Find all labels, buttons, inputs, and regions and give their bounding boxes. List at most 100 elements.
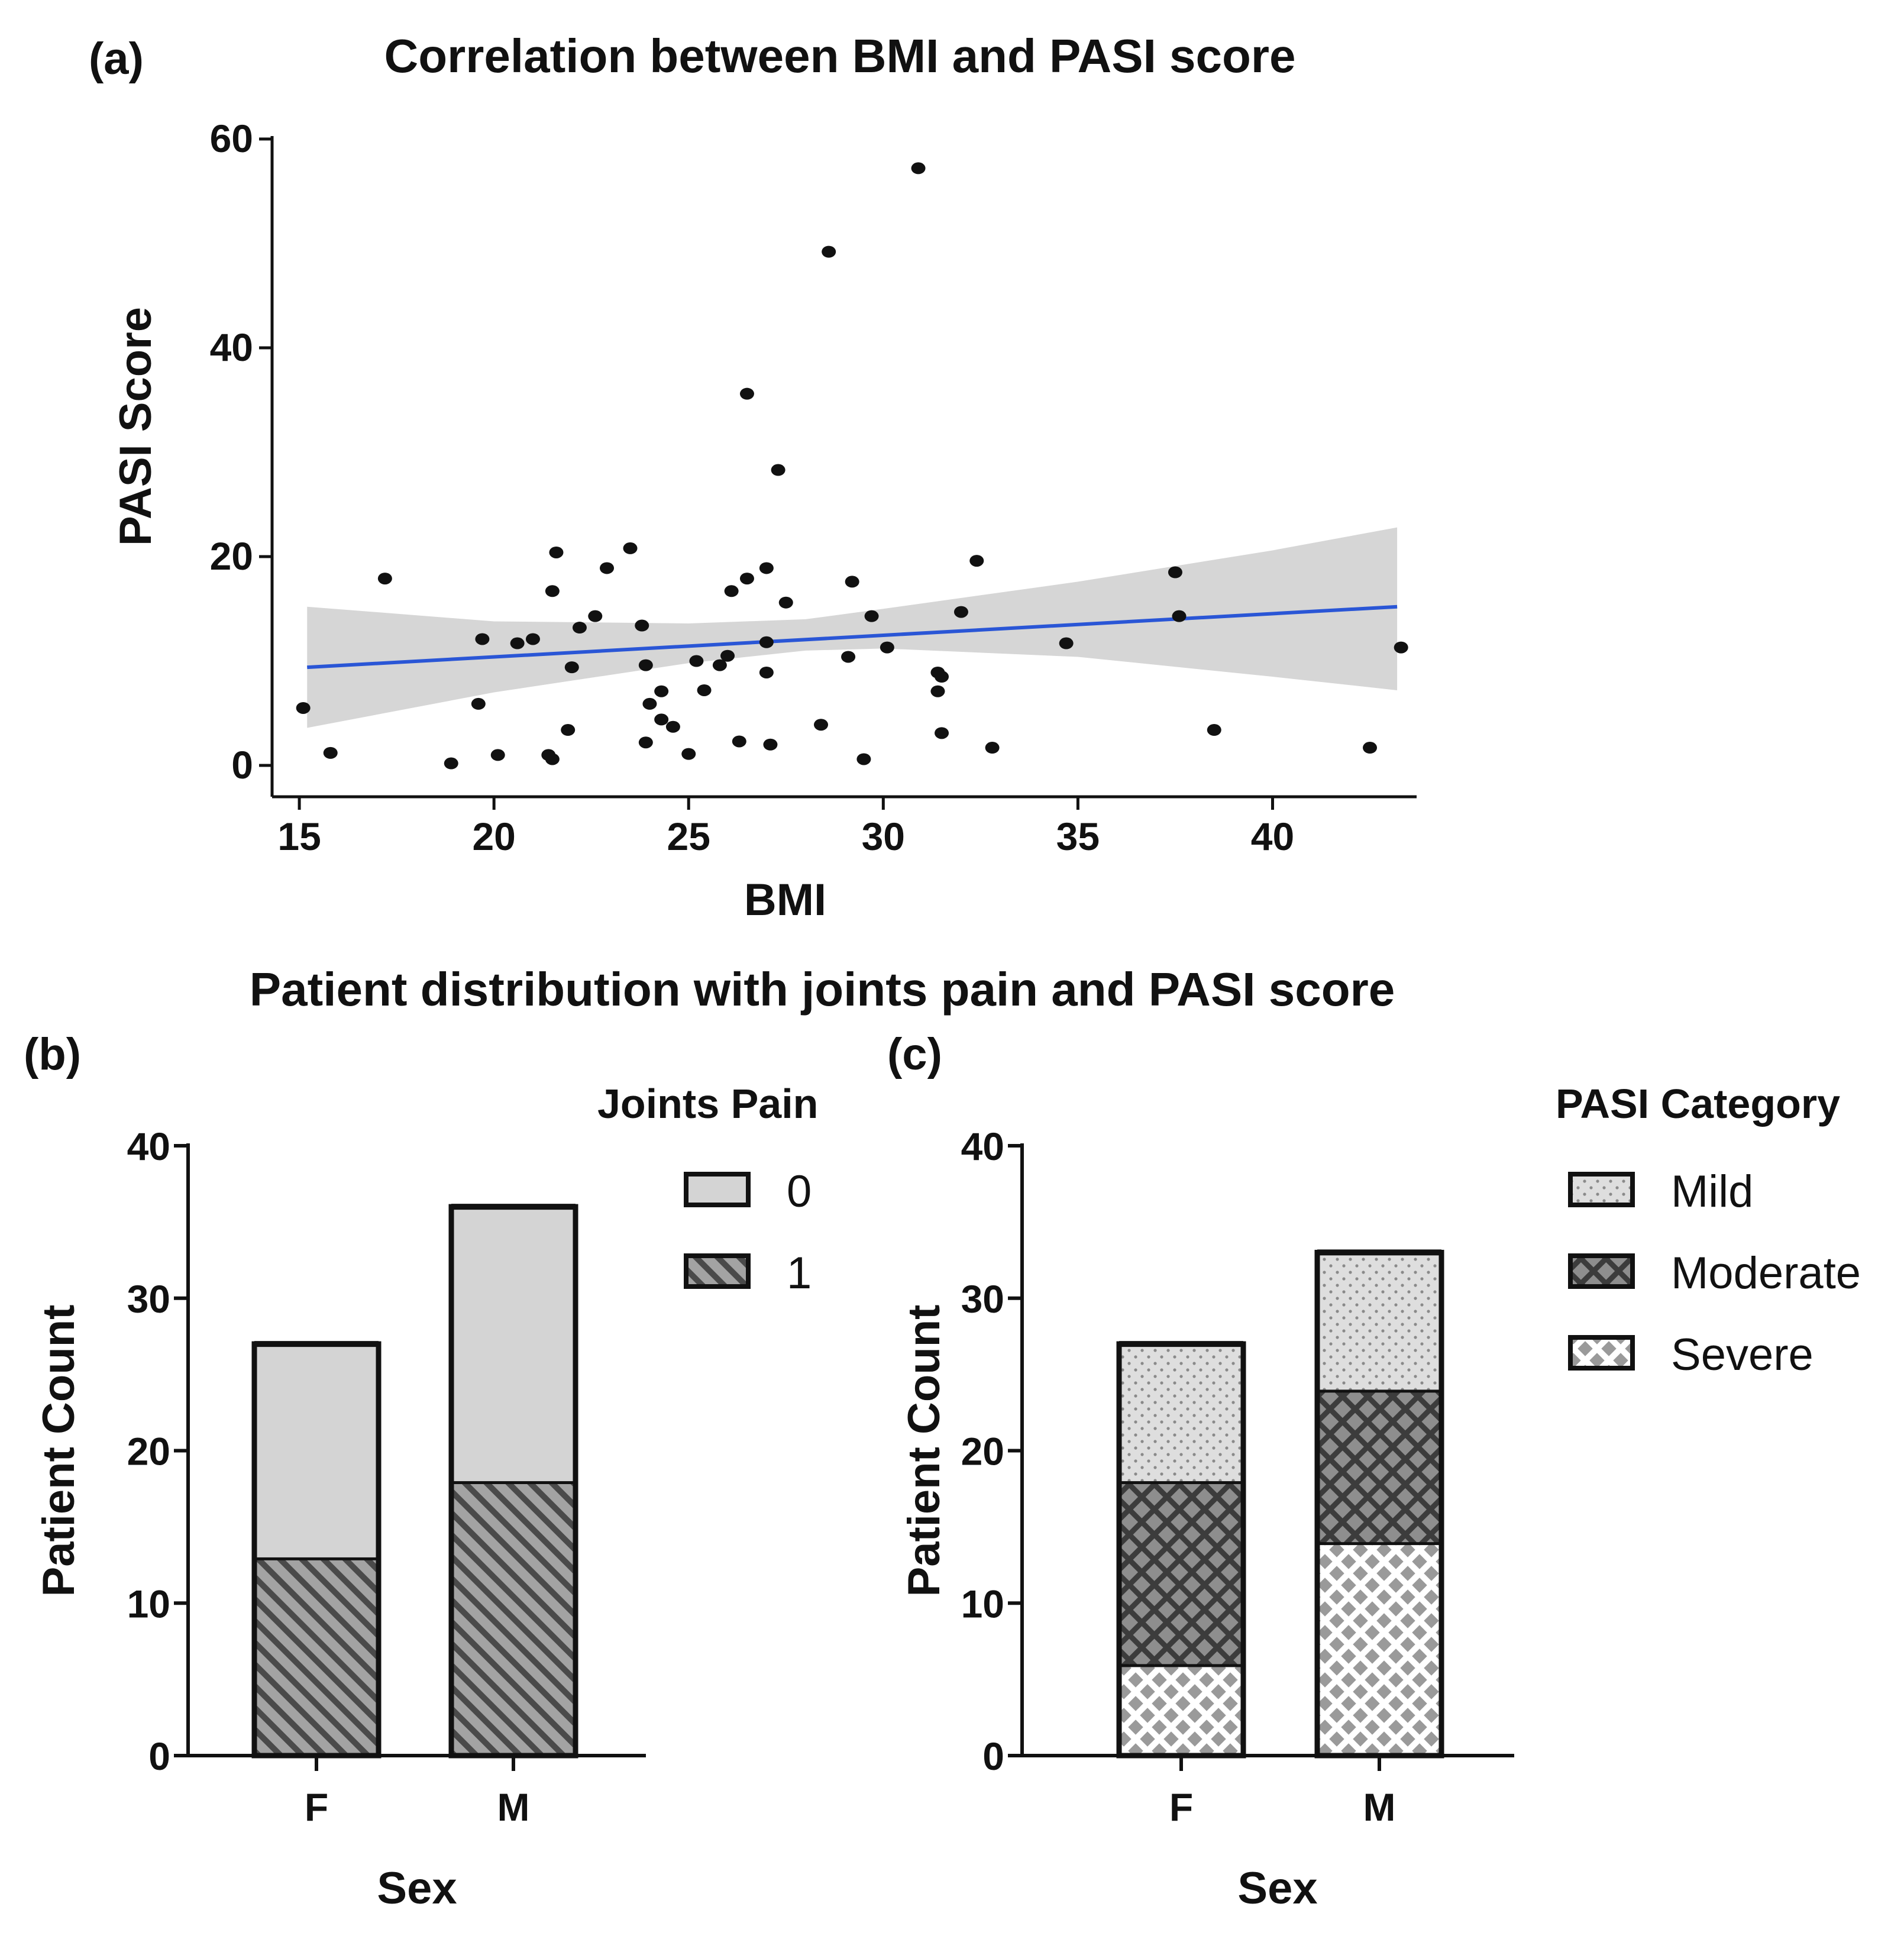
scatter-point <box>771 464 785 476</box>
joints-pain-legend: 01 <box>684 1166 812 1298</box>
scatter-point <box>732 735 746 748</box>
joints-pain-legend-title: Joints Pain <box>597 1081 818 1127</box>
pasi-category-panel: (c) 0 10 20 30 40 F M Sex Patient Count PASI C… <box>887 1029 1861 1914</box>
y-tick-label: 20 <box>961 1430 1004 1473</box>
y-tick-label: 10 <box>961 1582 1004 1625</box>
scatter-point <box>759 562 774 574</box>
joints-pain-x-axis-title: Sex <box>377 1863 457 1914</box>
bar-segment-m-1 <box>451 1481 576 1756</box>
x-tick-label: F <box>305 1785 328 1829</box>
y-tick-label: 0 <box>148 1734 170 1778</box>
scatter-point <box>377 573 392 585</box>
y-tick-label: 20 <box>127 1430 170 1473</box>
joints-pain-y-axis-title: Patient Count <box>34 1305 84 1597</box>
scatter-point <box>856 753 871 765</box>
scatter-point <box>510 637 525 649</box>
x-tick-label: M <box>497 1785 530 1829</box>
scatter-point <box>561 724 576 736</box>
scatter-point <box>572 622 587 634</box>
x-tick-label: 20 <box>472 815 515 858</box>
bar-segment-f-moderate <box>1119 1481 1243 1664</box>
y-tick-label: 40 <box>210 325 253 369</box>
scatter-point <box>665 720 680 733</box>
scatter-point <box>739 387 754 400</box>
pasi-category-legend: Mild Moderate Severe <box>1568 1166 1861 1380</box>
scatter-point <box>739 573 754 585</box>
bar-segment-f-1 <box>254 1557 379 1756</box>
scatter-point <box>911 162 926 174</box>
bar-segment-m-moderate <box>1317 1389 1441 1543</box>
scatter-point <box>814 719 829 731</box>
x-tick-label: 40 <box>1251 815 1294 858</box>
x-tick-label: 35 <box>1056 815 1100 858</box>
scatter-point <box>759 636 774 648</box>
scatter-point <box>822 245 836 258</box>
scatter-point <box>564 661 579 674</box>
scatter-point <box>623 542 638 554</box>
scatter-point <box>635 619 649 632</box>
scatter-point <box>681 748 696 760</box>
scatter-point <box>654 685 669 697</box>
scatter-point <box>545 585 560 597</box>
scatter-point <box>444 757 458 770</box>
y-tick-label: 0 <box>231 743 253 787</box>
scatter-point <box>880 641 894 654</box>
scatter-point <box>759 666 774 678</box>
scatter-point <box>712 659 727 671</box>
legend-label-severe: Severe <box>1671 1330 1814 1380</box>
scatter-point <box>1168 566 1182 578</box>
legend-label-mild: Mild <box>1671 1166 1753 1217</box>
pasi-category-y-axis-title: Patient Count <box>899 1305 949 1597</box>
y-tick-label: 0 <box>982 1734 1004 1778</box>
scatter-point <box>654 713 669 726</box>
scatter-point <box>545 753 560 765</box>
scatter-point <box>953 606 968 618</box>
confidence-band-layer <box>307 527 1398 728</box>
x-tick-label: F <box>1169 1785 1193 1829</box>
legend-label-1: 1 <box>787 1248 812 1298</box>
scatter-point <box>600 562 615 574</box>
y-tick-label: 30 <box>127 1277 170 1321</box>
scatter-y-axis-title: PASI Score <box>111 307 161 546</box>
joints-pain-axes: 0 10 20 30 40 F M <box>127 1124 646 1829</box>
legend-label-moderate: Moderate <box>1671 1248 1861 1298</box>
panel-label-b: (b) <box>24 1029 81 1079</box>
fit-line <box>307 605 1398 670</box>
x-tick-label: 25 <box>667 815 710 858</box>
scatter-point <box>864 610 879 622</box>
scatter-point <box>638 736 653 749</box>
bar-segment-m-0 <box>451 1207 576 1482</box>
bar-segment-m-severe <box>1317 1542 1441 1756</box>
pasi-category-legend-title: PASI Category <box>1556 1081 1840 1127</box>
y-tick-label: 40 <box>961 1124 1004 1168</box>
scatter-point <box>841 651 856 663</box>
scatter-point <box>323 746 338 759</box>
y-tick-label: 40 <box>127 1124 170 1168</box>
scatter-point <box>969 555 984 567</box>
bar-segment-m-mild <box>1317 1252 1441 1390</box>
pasi-category-axes: 0 10 20 30 40 F M <box>961 1124 1514 1829</box>
scatter-points <box>296 162 1408 770</box>
scatter-panel: (a) Correlation between BMI and PASI sco… <box>89 30 1417 925</box>
scatter-point <box>1172 610 1187 622</box>
scatter-point <box>720 649 735 662</box>
scatter-point <box>642 697 657 710</box>
joints-pain-bars <box>251 1204 578 1759</box>
y-tick-label: 10 <box>127 1582 170 1625</box>
scatter-axes: 0 20 40 60 15 20 25 30 35 40 <box>210 117 1417 858</box>
y-tick-label: 60 <box>210 117 253 160</box>
pasi-category-x-axis-title: Sex <box>1237 1863 1317 1914</box>
y-tick-label: 20 <box>210 534 253 578</box>
panel-label-a: (a) <box>89 34 144 84</box>
x-tick-label: M <box>1363 1785 1396 1829</box>
scatter-point <box>525 633 540 645</box>
scatter-point <box>935 671 949 683</box>
legend-swatch-moderate <box>1568 1253 1635 1289</box>
scatter-point <box>475 633 490 645</box>
panel-label-c: (c) <box>887 1029 942 1079</box>
bar-segment-f-severe <box>1119 1664 1243 1756</box>
scatter-title: Correlation between BMI and PASI score <box>384 30 1295 82</box>
legend-label-0: 0 <box>787 1166 812 1217</box>
scatter-point <box>1363 742 1378 754</box>
